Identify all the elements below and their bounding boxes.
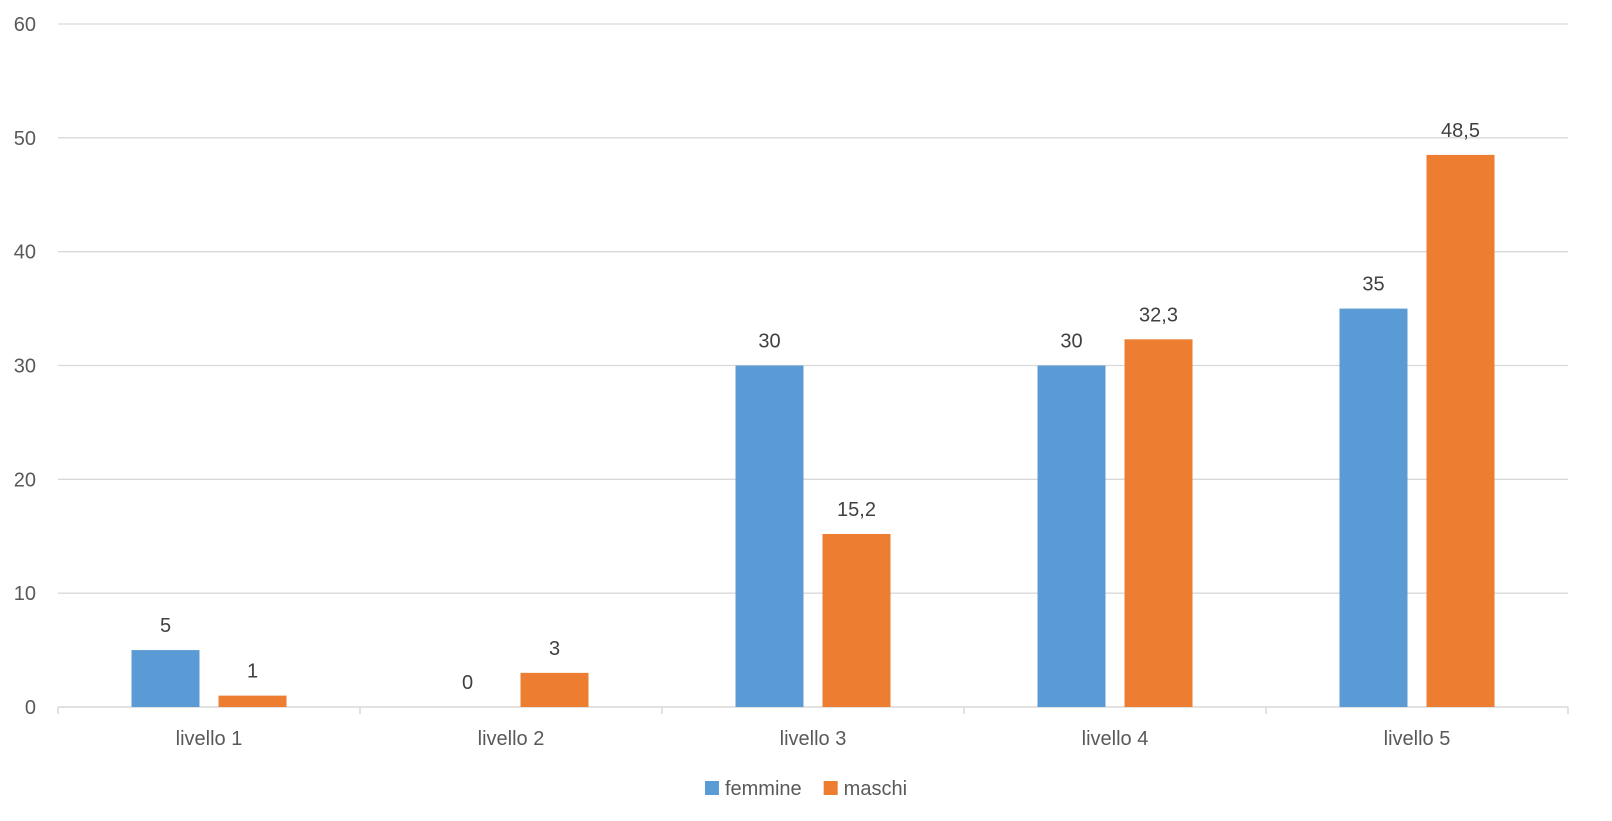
data-label: 32,3: [1139, 304, 1178, 326]
bars: [131, 154, 1495, 708]
y-tick-label: 40: [14, 242, 36, 264]
x-axis-ticks: livello 1 livello 2 livello 3 livello 4 live…: [176, 728, 1451, 750]
x-tick-label: livello 3: [780, 728, 847, 750]
x-tick-label: livello 4: [1082, 728, 1149, 750]
y-tick-label: 10: [14, 583, 36, 605]
y-tick-label: 60: [14, 14, 36, 36]
x-axis: [57, 706, 1569, 714]
legend: femmine maschi: [704, 778, 907, 800]
bar-femmine-3: [735, 365, 804, 707]
gridlines: [58, 23, 1568, 594]
y-tick-label: 0: [25, 697, 36, 719]
bar-maschi-1: [218, 695, 287, 707]
data-labels: 5 1 0 3 30 15,2 30 32,3 35 48,5: [160, 120, 1480, 694]
data-label: 30: [758, 331, 780, 353]
legend-swatch-femmine: [704, 781, 719, 795]
bar-maschi-4: [1124, 339, 1193, 707]
bar-femmine-4: [1037, 365, 1106, 707]
data-label: 1: [247, 661, 258, 683]
legend-label: maschi: [844, 778, 907, 800]
legend-label: femmine: [725, 778, 802, 800]
data-label: 35: [1362, 274, 1384, 296]
data-label: 48,5: [1441, 120, 1480, 142]
bar-maschi-3: [822, 533, 891, 707]
data-label: 15,2: [837, 499, 876, 521]
y-tick-label: 20: [14, 469, 36, 491]
data-label: 0: [462, 672, 473, 694]
data-label: 3: [549, 638, 560, 660]
legend-swatch-maschi: [823, 781, 838, 795]
x-tick-label: livello 2: [478, 728, 545, 750]
bar-maschi-5: [1426, 154, 1495, 708]
y-axis-ticks: 0 10 20 30 40 50 60: [14, 14, 36, 719]
bar-femmine-5: [1339, 308, 1408, 707]
y-tick-label: 50: [14, 128, 36, 150]
bar-femmine-1: [131, 650, 200, 707]
x-tick-label: livello 5: [1384, 728, 1451, 750]
bar-maschi-2: [520, 672, 589, 707]
y-tick-label: 30: [14, 356, 36, 378]
x-tick-label: livello 1: [176, 728, 243, 750]
data-label: 5: [160, 615, 171, 637]
data-label: 30: [1060, 331, 1082, 353]
